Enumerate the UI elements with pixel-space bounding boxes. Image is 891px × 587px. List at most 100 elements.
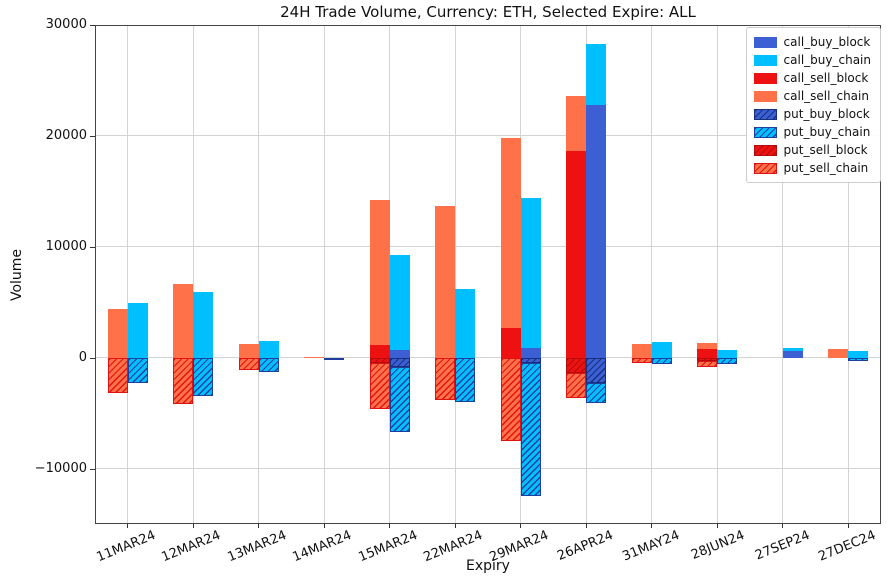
bar-put_buy_block-26APR24: [586, 357, 607, 384]
x-gridline: [454, 25, 456, 524]
bar-call_buy_chain-11MAR24: [127, 303, 148, 358]
bar-put_sell_block-28JUN24: [697, 357, 718, 361]
bar-call_buy_chain-28JUN24: [717, 349, 738, 358]
bar-call_buy_chain-22MAR24: [455, 288, 476, 358]
legend-row-put_sell_chain: put_sell_chain: [753, 159, 871, 177]
bar-call_buy_chain-15MAR24: [389, 254, 410, 350]
bar-call_sell_block-29MAR24: [500, 327, 521, 358]
bar-call_sell_chain-26APR24: [566, 95, 587, 152]
legend-label: call_buy_block: [783, 35, 871, 49]
bar-put_sell_chain-22MAR24: [435, 357, 456, 400]
legend-swatch-put_sell_chain: [753, 162, 777, 174]
bar-put_buy_chain-28JUN24: [717, 357, 738, 365]
x-gridline: [716, 25, 718, 524]
legend-label: call_sell_chain: [783, 89, 869, 103]
legend-row-call_buy_block: call_buy_block: [753, 33, 871, 51]
bar-call_buy_chain-12MAR24: [193, 292, 214, 358]
bar-put_sell_chain-29MAR24: [500, 357, 521, 441]
bar-call_sell_chain-15MAR24: [369, 200, 390, 346]
bar-put_buy_chain-13MAR24: [258, 357, 279, 373]
bar-call_buy_chain-27DEC24: [848, 351, 869, 358]
bar-call_buy_block-26APR24: [586, 104, 607, 358]
bar-call_buy_chain-31MAY24: [651, 342, 672, 358]
x-tick: [716, 524, 718, 528]
bar-put_buy_chain-26APR24: [586, 383, 607, 404]
bar-call_buy_block-27SEP24: [782, 351, 803, 358]
bar-put_buy_chain-15MAR24: [389, 366, 410, 432]
bar-call_sell_chain-27DEC24: [828, 348, 849, 358]
x-gridline: [258, 25, 260, 524]
legend-row-put_buy_block: put_buy_block: [753, 105, 871, 123]
bar-put_sell_chain-31MAY24: [631, 357, 652, 364]
legend-swatch-call_sell_chain: [753, 90, 777, 102]
y-tick: [90, 135, 95, 137]
y-tick: [90, 468, 95, 470]
y-gridline: [95, 357, 881, 359]
x-tick: [651, 524, 653, 528]
legend-label: put_sell_block: [783, 143, 868, 157]
bar-put_sell_block-26APR24: [566, 357, 587, 374]
y-gridline: [95, 246, 881, 248]
x-tick: [389, 524, 391, 528]
bar-put_buy_block-29MAR24: [520, 357, 541, 364]
x-gridline: [847, 25, 849, 524]
chart-title: 24H Trade Volume, Currency: ETH, Selecte…: [280, 3, 696, 21]
legend-swatch-call_buy_block: [753, 36, 777, 48]
bar-call_sell_chain-29MAR24: [500, 138, 521, 328]
bar-put_buy_chain-29MAR24: [520, 363, 541, 497]
legend-swatch-put_buy_chain: [753, 126, 777, 138]
bar-call_sell_chain-13MAR24: [238, 344, 259, 358]
legend-swatch-put_buy_block: [753, 108, 777, 120]
x-gridline: [127, 25, 129, 524]
x-tick: [258, 524, 260, 528]
legend-label: put_sell_chain: [783, 161, 869, 175]
bar-put_sell_chain-28JUN24: [697, 360, 718, 367]
bar-put_sell_block-15MAR24: [369, 357, 390, 364]
bar-call_sell_block-15MAR24: [369, 345, 390, 358]
legend-row-call_buy_chain: call_buy_chain: [753, 51, 871, 69]
bar-put_sell_chain-11MAR24: [107, 357, 128, 394]
bar-call_sell_chain-14MAR24: [304, 356, 325, 358]
x-tick: [127, 524, 129, 528]
y-axis-label: Volume: [9, 248, 25, 302]
bar-put_buy_chain-14MAR24: [324, 357, 345, 360]
x-gridline: [192, 25, 194, 524]
bar-put_buy_chain-11MAR24: [127, 357, 148, 384]
bar-call_buy_chain-26APR24: [586, 43, 607, 105]
legend-label: put_buy_block: [783, 107, 870, 121]
bar-call_sell_chain-28JUN24: [697, 343, 718, 349]
bar-put_buy_chain-31MAY24: [651, 357, 672, 365]
bar-call_buy_chain-27SEP24: [782, 347, 803, 351]
y-tick-label: 10000: [45, 238, 87, 254]
y-gridline: [95, 24, 881, 26]
bar-call_buy_chain-29MAR24: [520, 197, 541, 348]
x-tick: [585, 524, 587, 528]
bar-call_sell_block-28JUN24: [697, 348, 718, 358]
x-gridline: [323, 25, 325, 524]
y-tick: [90, 25, 95, 26]
legend-row-call_sell_block: call_sell_block: [753, 69, 871, 87]
x-axis-label: Expiry: [466, 558, 510, 574]
y-tick-label: 20000: [45, 127, 87, 143]
bar-put_sell_chain-13MAR24: [238, 357, 259, 370]
legend-label: put_buy_chain: [783, 125, 871, 139]
legend-swatch-call_sell_block: [753, 72, 777, 84]
bar-put_sell_chain-26APR24: [566, 373, 587, 398]
bar-put_sell_chain-15MAR24: [369, 363, 390, 409]
legend: call_buy_block call_buy_chain call_sell_bl…: [745, 27, 881, 183]
y-tick-label: −10000: [34, 460, 87, 476]
bar-call_buy_block-29MAR24: [520, 347, 541, 358]
x-gridline: [651, 25, 653, 524]
bar-call_buy_chain-13MAR24: [258, 341, 279, 358]
legend-row-call_sell_chain: call_sell_chain: [753, 87, 871, 105]
x-tick: [323, 524, 325, 528]
legend-row-put_buy_chain: put_buy_chain: [753, 123, 871, 141]
x-tick: [454, 524, 456, 528]
x-tick: [192, 524, 194, 528]
legend-label: call_sell_block: [783, 71, 869, 85]
bar-call_sell_chain-31MAY24: [631, 344, 652, 358]
bar-put_buy_chain-12MAR24: [193, 357, 214, 397]
y-gridline: [95, 135, 881, 137]
bar-call_sell_chain-11MAR24: [107, 308, 128, 358]
